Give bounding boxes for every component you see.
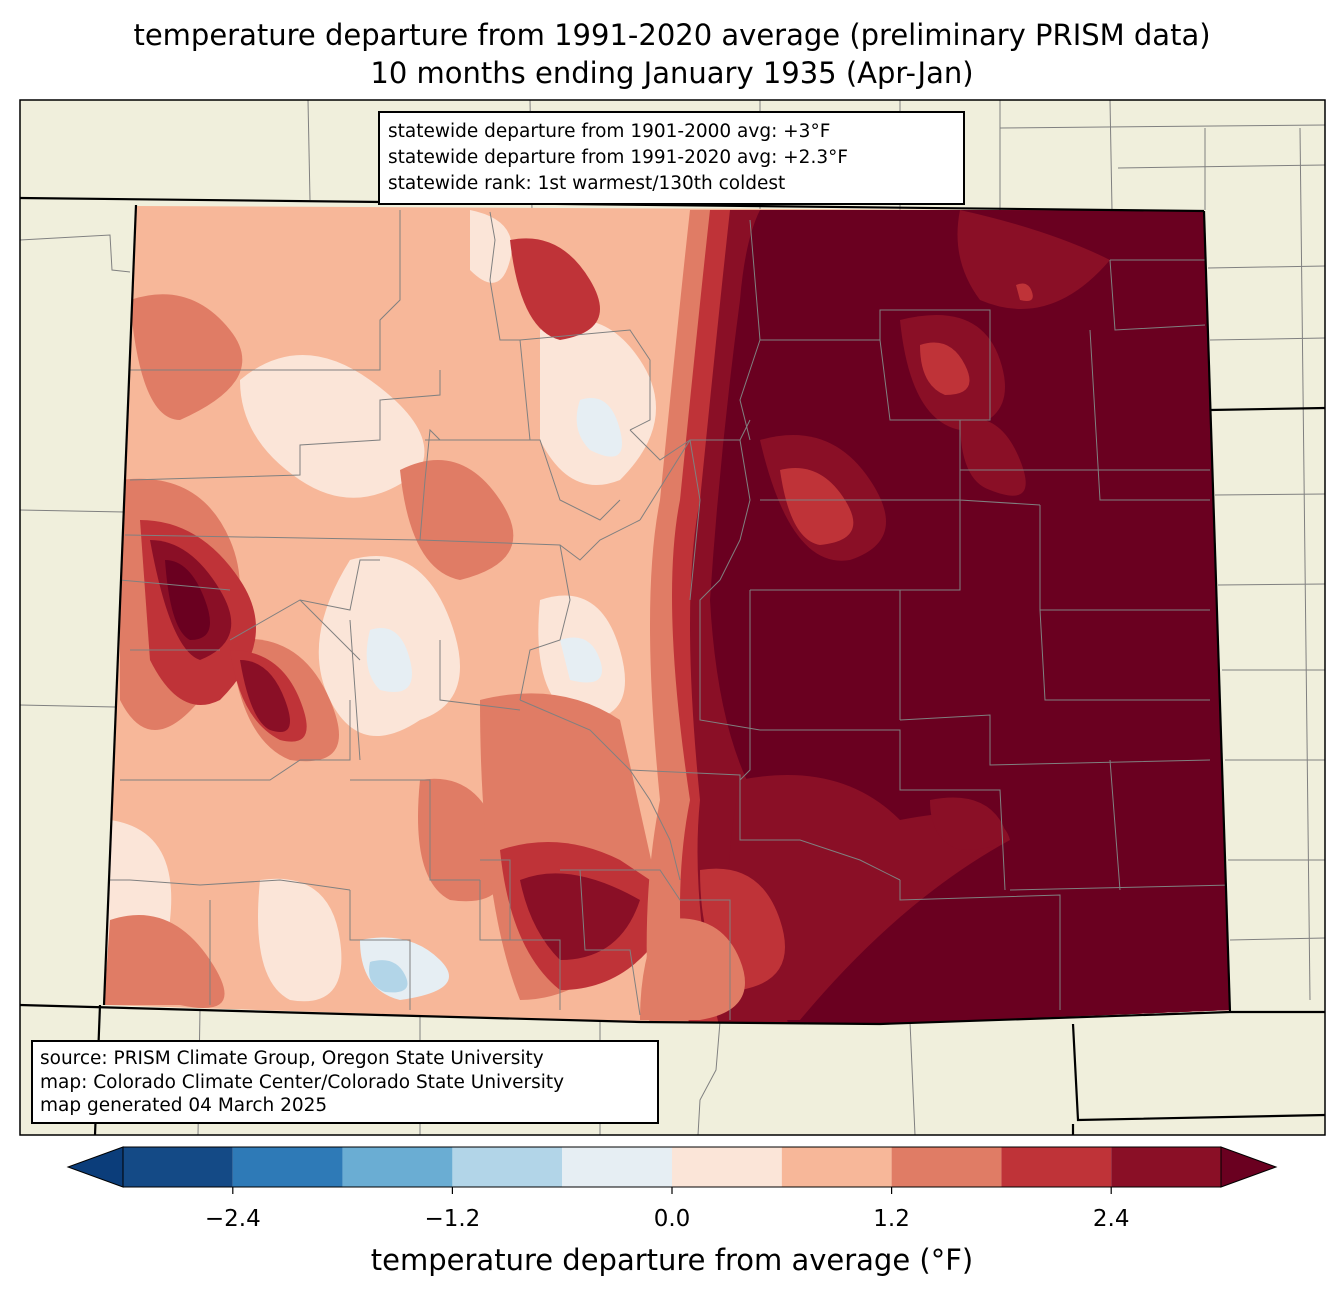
colorbar-tick-label: 1.2 <box>873 1206 910 1232</box>
colorbar-segment <box>452 1147 563 1187</box>
colorbar-segment <box>342 1147 453 1187</box>
colorbar-segment <box>123 1147 233 1187</box>
map-subtitle: 10 months ending January 1935 (Apr-Jan) <box>370 56 974 90</box>
state-borders <box>19 196 1326 1136</box>
colorbar-segment <box>672 1147 782 1187</box>
colorbar-tick-label: −2.4 <box>204 1206 261 1232</box>
colorbar-segment <box>781 1147 892 1187</box>
colorbar-segment <box>1001 1147 1112 1187</box>
colorbar-extend-low <box>66 1146 124 1188</box>
colorbar-tick-label: −1.2 <box>424 1206 481 1232</box>
source-box: source: PRISM Climate Group, Oregon Stat… <box>31 1040 659 1124</box>
county-lines <box>110 210 1230 1020</box>
map-credit-line: map: Colorado Climate Center/Colorado St… <box>40 1071 565 1093</box>
map-frame <box>19 99 1326 1136</box>
colorbar-tick-label: 0.0 <box>653 1206 691 1232</box>
colorbar-extend-high <box>1220 1146 1278 1188</box>
stat-departure-1901-2000: statewide departure from 1901-2000 avg: … <box>388 121 831 142</box>
colorbar <box>66 1146 1278 1194</box>
colorbar-segment <box>232 1147 343 1187</box>
source-line: source: PRISM Climate Group, Oregon Stat… <box>40 1048 544 1069</box>
colorbar-segment <box>562 1147 672 1187</box>
stat-departure-1991-2020: statewide departure from 1991-2020 avg: … <box>388 147 848 168</box>
map-generated-line: map generated 04 March 2025 <box>40 1095 328 1116</box>
stat-rank: statewide rank: 1st warmest/130th coldes… <box>388 173 786 194</box>
statewide-stats-box: statewide departure from 1901-2000 avg: … <box>378 111 965 205</box>
colorbar-tick-label: 2.4 <box>1092 1206 1130 1232</box>
colorbar-label: temperature departure from average (°F) <box>370 1243 974 1277</box>
map-title: temperature departure from 1991-2020 ave… <box>133 18 1211 52</box>
temperature-field <box>104 206 1230 1024</box>
colorbar-segment <box>1111 1147 1221 1187</box>
colorbar-segment <box>891 1147 1002 1187</box>
